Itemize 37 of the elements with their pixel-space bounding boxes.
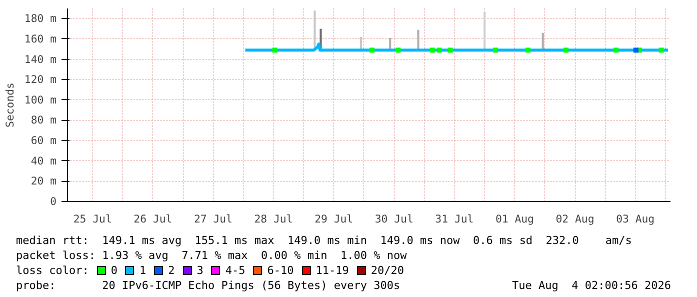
x-tick-label: 03 Aug [616, 212, 655, 226]
y-tick-label: 160 m [24, 32, 56, 46]
x-tick-label: 01 Aug [495, 212, 534, 226]
x-tick-label: 30 Jul [374, 212, 414, 226]
legend-label: 4-5 [225, 264, 246, 277]
y-axis-title: Seconds [3, 82, 16, 128]
x-tick-label: 28 Jul [254, 212, 293, 226]
bar [484, 12, 486, 50]
legend-label: 11-19 [316, 264, 349, 277]
text: packet loss: 1.93 % avg 7.71 % max 0.00 % min 1.00 % now [16, 248, 408, 263]
y-tick-label: 80 m [30, 114, 57, 127]
legend-label: 3 [196, 264, 204, 277]
y-tick-label: 100 m [24, 93, 56, 106]
text: Tue Aug 4 02:00:56 2026 [512, 278, 671, 293]
y-tick-label: 140 m [24, 52, 56, 66]
text: probe: 20 IPv6-ICMP Echo Pings (56 Bytes) every 300s [16, 278, 400, 293]
x-tick-label: 26 Jul [134, 212, 172, 226]
x-tick-label: 27 Jul [194, 212, 232, 226]
y-tick-label: 60 m [30, 134, 57, 148]
legend-label: 0 [110, 264, 118, 277]
legend-label: 20/20 [370, 264, 404, 277]
x-tick-label: 31 Jul [435, 212, 474, 226]
y-tick-label: 180 m [24, 12, 56, 26]
bar [417, 30, 420, 50]
y-tick-label: 120 m [24, 73, 56, 86]
x-tick-label: 02 Aug [556, 212, 594, 226]
legend-label: 2 [168, 264, 175, 277]
bar [314, 10, 316, 50]
legend-title: loss color: [16, 264, 89, 277]
text: median rtt: 149.1 ms avg 155.1 ms max 149.0 ms min 149.0 ms now 0.6 ms sd 232.0 am/s [16, 233, 633, 248]
legend-label: 1 [139, 264, 146, 277]
x-tick-label: 29 Jul [314, 212, 354, 226]
y-tick-label: 0 [50, 195, 57, 208]
x-tick-label: 25 Jul [73, 212, 112, 226]
y-tick-label: 20 m [30, 174, 57, 188]
y-tick-label: 40 m [30, 154, 57, 168]
legend-label: 6-10 [267, 264, 294, 277]
